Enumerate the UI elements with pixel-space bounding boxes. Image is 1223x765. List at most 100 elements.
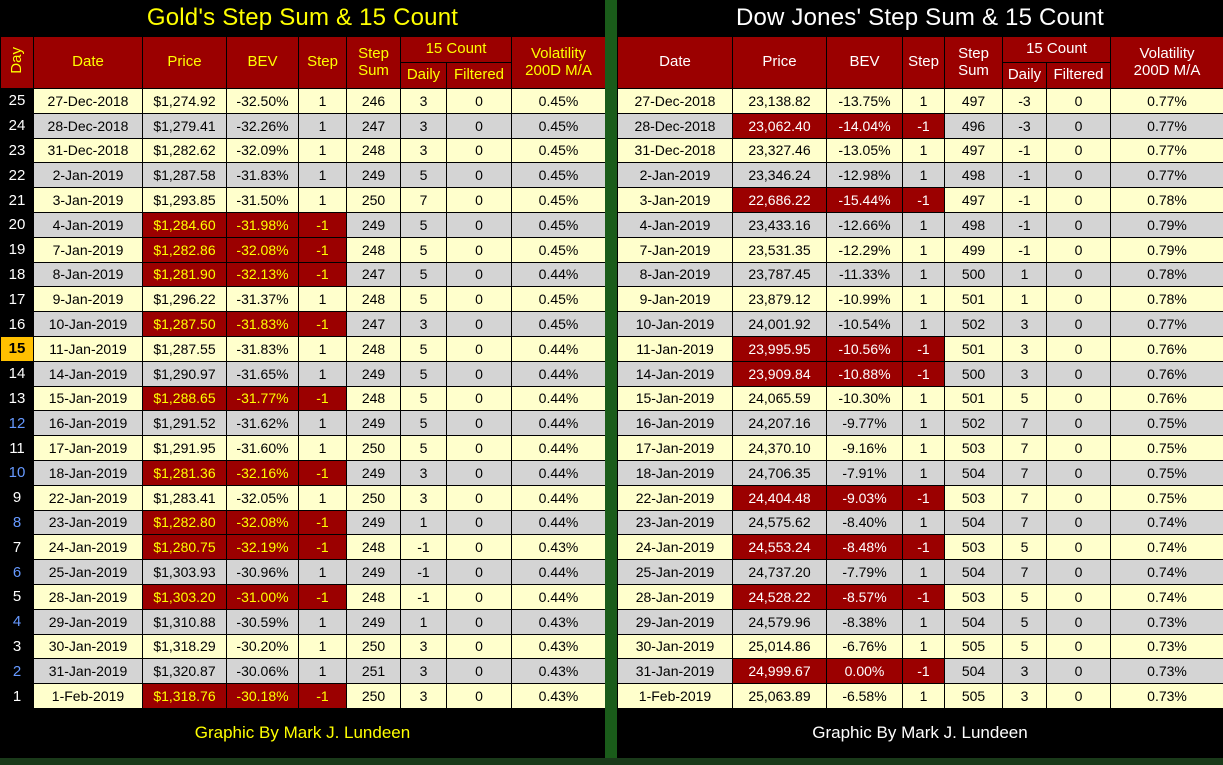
gold-cell-vol: 0.44% xyxy=(511,484,607,511)
dow-cell-sum: 498 xyxy=(944,162,1003,189)
gold-cell-filtered: 0 xyxy=(445,608,513,635)
gold-cell-daily: 3 xyxy=(400,311,447,337)
dow-cell-bev: 0.00% xyxy=(826,658,903,685)
dow-cell-sum: 503 xyxy=(944,435,1003,461)
dow-cell-step: -1 xyxy=(902,583,945,610)
dow-cell-step: -1 xyxy=(902,360,945,387)
dow-cell-daily: -1 xyxy=(1002,211,1047,238)
dow-table-row: 10-Jan-2019 24,001.92 -10.54% 1 502 3 0 0.77% xyxy=(617,311,1223,337)
dow-cell-date: 16-Jan-2019 xyxy=(617,410,733,437)
gold-cell-filtered: 0 xyxy=(445,211,513,238)
gold-cell-day: 15 xyxy=(0,335,34,362)
dow-cell-vol: 0.76% xyxy=(1110,360,1223,387)
dow-cell-daily: -3 xyxy=(1002,112,1047,139)
dow-cell-daily: 3 xyxy=(1002,658,1047,685)
gold-cell-bev: -32.13% xyxy=(226,261,299,288)
gold-cell-price: $1,274.92 xyxy=(142,88,227,114)
gold-cell-vol: 0.44% xyxy=(511,435,607,461)
dow-cell-vol: 0.77% xyxy=(1110,88,1223,114)
dow-cell-price: 24,001.92 xyxy=(732,311,827,337)
gold-cell-date: 3-Jan-2019 xyxy=(33,187,143,213)
dow-table-row: 11-Jan-2019 23,995.95 -10.56% -1 501 3 0 0.76% xyxy=(617,335,1223,362)
gold-cell-filtered: 0 xyxy=(445,583,513,610)
dow-table-row: 1-Feb-2019 25,063.89 -6.58% 1 505 3 0 0.73% xyxy=(617,683,1223,709)
dow-cell-daily: 7 xyxy=(1002,410,1047,437)
dow-cell-bev: -9.03% xyxy=(826,484,903,511)
gold-cell-filtered: 0 xyxy=(445,88,513,114)
dow-table-row: 24-Jan-2019 24,553.24 -8.48% -1 503 5 0 0.74% xyxy=(617,534,1223,561)
gold-cell-bev: -32.50% xyxy=(226,88,299,114)
dow-table-row: 30-Jan-2019 25,014.86 -6.76% 1 505 5 0 0.73% xyxy=(617,633,1223,660)
gold-cell-price: $1,282.80 xyxy=(142,509,227,536)
gold-cell-day: 16 xyxy=(0,311,34,337)
gold-cell-date: 2-Jan-2019 xyxy=(33,162,143,189)
gold-cell-daily: 7 xyxy=(400,187,447,213)
dow-cell-vol: 0.76% xyxy=(1110,335,1223,362)
gold-cell-sum: 250 xyxy=(346,633,401,660)
gold-cell-step: 1 xyxy=(298,286,347,313)
gold-cell-day: 4 xyxy=(0,608,34,635)
gold-cell-date: 23-Jan-2019 xyxy=(33,509,143,536)
dow-cell-date: 3-Jan-2019 xyxy=(617,187,733,213)
gold-cell-filtered: 0 xyxy=(445,187,513,213)
gold-cell-sum: 250 xyxy=(346,435,401,461)
gold-cell-day: 13 xyxy=(0,385,34,412)
dow-cell-sum: 505 xyxy=(944,683,1003,709)
gold-cell-step: 1 xyxy=(298,410,347,437)
dow-cell-sum: 497 xyxy=(944,88,1003,114)
gold-cell-date: 11-Jan-2019 xyxy=(33,335,143,362)
gold-table-row: 6 25-Jan-2019 $1,303.93 -30.96% 1 249 -1 0 0.44% xyxy=(0,559,607,585)
gold-cell-sum: 248 xyxy=(346,286,401,313)
gold-cell-vol: 0.45% xyxy=(511,137,607,164)
dow-cell-filtered: 0 xyxy=(1045,608,1112,635)
gold-cell-daily: 3 xyxy=(400,459,447,486)
gold-cell-filtered: 0 xyxy=(445,658,513,685)
gold-table-row: 4 29-Jan-2019 $1,310.88 -30.59% 1 249 1 0 0.43% xyxy=(0,608,607,635)
gold-cell-date: 17-Jan-2019 xyxy=(33,435,143,461)
dow-cell-date: 18-Jan-2019 xyxy=(617,459,733,486)
gold-cell-sum: 247 xyxy=(346,112,401,139)
dow-col-header-price: Price xyxy=(732,36,827,89)
dow-cell-filtered: 0 xyxy=(1045,509,1112,536)
dow-cell-vol: 0.73% xyxy=(1110,683,1223,709)
gold-cell-daily: 5 xyxy=(400,385,447,412)
dow-cell-price: 23,879.12 xyxy=(732,286,827,313)
dow-cell-bev: -12.66% xyxy=(826,211,903,238)
gold-cell-daily: 3 xyxy=(400,112,447,139)
dow-table-row: 23-Jan-2019 24,575.62 -8.40% 1 504 7 0 0.74% xyxy=(617,509,1223,536)
dow-cell-date: 22-Jan-2019 xyxy=(617,484,733,511)
dow-cell-bev: -8.38% xyxy=(826,608,903,635)
gold-cell-day: 12 xyxy=(0,410,34,437)
dow-cell-bev: -14.04% xyxy=(826,112,903,139)
gold-cell-vol: 0.44% xyxy=(511,385,607,412)
gold-cell-day: 1 xyxy=(0,683,34,709)
gold-cell-filtered: 0 xyxy=(445,683,513,709)
gold-cell-bev: -31.37% xyxy=(226,286,299,313)
gold-col-header-day: Day xyxy=(0,36,34,89)
dow-cell-date: 27-Dec-2018 xyxy=(617,88,733,114)
dow-cell-step: 1 xyxy=(902,509,945,536)
dow-cell-daily: 3 xyxy=(1002,360,1047,387)
gold-cell-day: 21 xyxy=(0,187,34,213)
gold-cell-sum: 247 xyxy=(346,311,401,337)
gold-cell-price: $1,320.87 xyxy=(142,658,227,685)
gold-cell-bev: -31.50% xyxy=(226,187,299,213)
dow-cell-vol: 0.73% xyxy=(1110,608,1223,635)
gold-cell-daily: 3 xyxy=(400,484,447,511)
gold-cell-vol: 0.43% xyxy=(511,658,607,685)
dow-table-row: 8-Jan-2019 23,787.45 -11.33% 1 500 1 0 0.78% xyxy=(617,261,1223,288)
dow-cell-price: 24,207.16 xyxy=(732,410,827,437)
gold-table-row: 3 30-Jan-2019 $1,318.29 -30.20% 1 250 3 0 0.43% xyxy=(0,633,607,660)
dow-col-header-15-count: 15 Count xyxy=(1001,36,1112,63)
dow-cell-date: 8-Jan-2019 xyxy=(617,261,733,288)
gold-cell-sum: 247 xyxy=(346,261,401,288)
gold-cell-price: $1,282.86 xyxy=(142,236,227,263)
dow-cell-step: -1 xyxy=(902,658,945,685)
gold-cell-filtered: 0 xyxy=(445,410,513,437)
dow-cell-filtered: 0 xyxy=(1045,559,1112,585)
dow-cell-bev: -10.30% xyxy=(826,385,903,412)
gold-cell-daily: 5 xyxy=(400,236,447,263)
gold-cell-daily: 3 xyxy=(400,658,447,685)
dow-cell-bev: -8.40% xyxy=(826,509,903,536)
dow-cell-filtered: 0 xyxy=(1045,410,1112,437)
